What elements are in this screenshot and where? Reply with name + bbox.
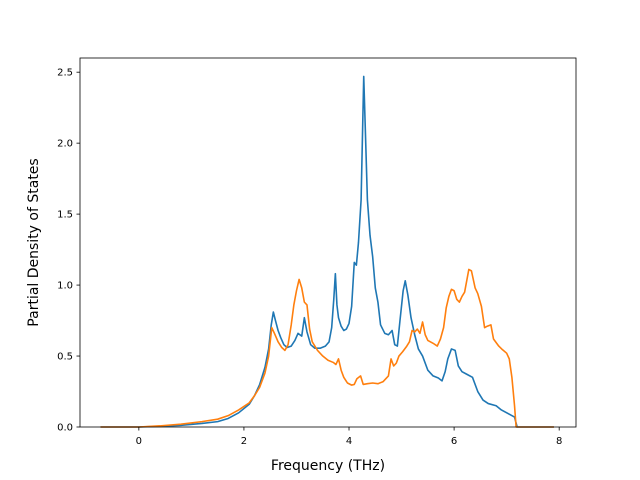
x-tick-label: 4 xyxy=(346,436,352,447)
y-tick-label: 1.5 xyxy=(57,210,73,221)
plot-lines xyxy=(100,75,554,428)
y-tick-label: 2.5 xyxy=(57,68,73,79)
x-tick-label: 6 xyxy=(451,436,457,447)
series-line-1 xyxy=(100,75,554,428)
y-tick-label: 2.0 xyxy=(57,139,73,150)
x-axis-ticks: 0 2 4 6 8 xyxy=(136,427,562,447)
x-tick-label: 2 xyxy=(241,436,247,447)
y-tick-label: 0.5 xyxy=(57,352,73,363)
x-tick-label: 8 xyxy=(556,436,562,447)
x-tick-label: 0 xyxy=(136,436,142,447)
plot-frame xyxy=(79,57,577,428)
x-axis-label: Frequency (THz) xyxy=(271,458,385,474)
series-line-2 xyxy=(100,268,554,428)
y-axis-ticks: 0.0 0.5 1.0 1.5 2.0 2.5 xyxy=(57,68,80,434)
y-tick-label: 1.0 xyxy=(57,281,73,292)
y-tick-label: 0.0 xyxy=(57,423,73,434)
y-axis-label: Partial Density of States xyxy=(26,158,42,326)
